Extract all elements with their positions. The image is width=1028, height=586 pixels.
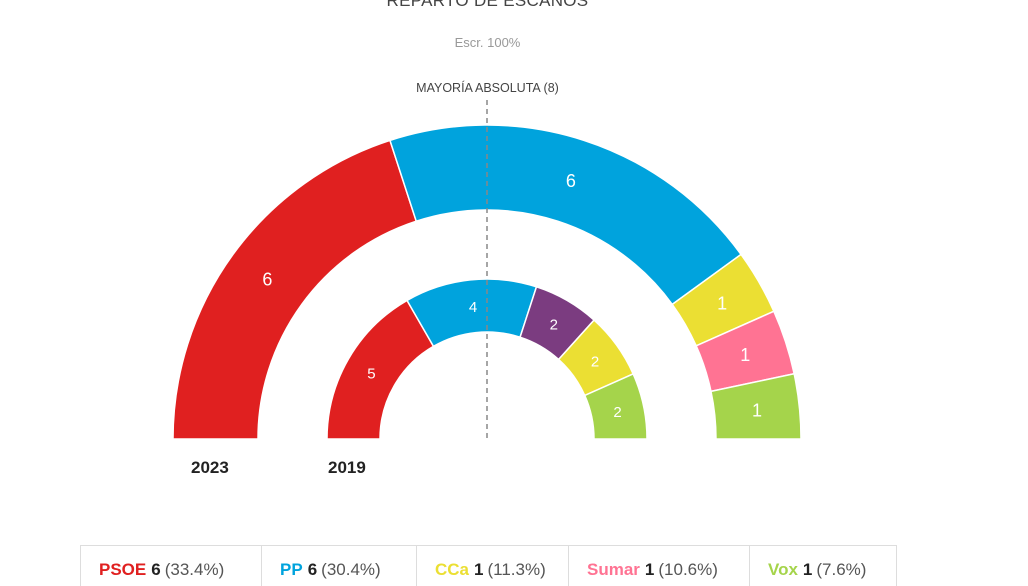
results-legend: PSOE 6 (33.4%) PP 6 (30.4%) CCa 1 (11.3%) Suma… bbox=[80, 545, 897, 586]
legend-item-cca: CCa 1 (11.3%) bbox=[417, 546, 569, 586]
seat-count: 6 bbox=[307, 560, 318, 579]
legend-item-psoe: PSOE 6 (33.4%) bbox=[81, 546, 262, 586]
vote-pct: (11.3%) bbox=[487, 560, 546, 579]
legend-item-sumar: Sumar 1 (10.6%) bbox=[569, 546, 750, 586]
seat-count: 6 bbox=[151, 560, 161, 579]
seat-label-2019-4: 2 bbox=[613, 404, 621, 421]
chart-subtitle: Escr. 100% bbox=[454, 35, 521, 50]
seat-segment-2019-4 bbox=[583, 372, 648, 440]
party-name: CCa bbox=[435, 560, 470, 579]
seat-label-2023-1: 6 bbox=[566, 171, 576, 191]
vote-pct: (10.6%) bbox=[658, 560, 718, 579]
seat-count: 1 bbox=[802, 560, 813, 579]
party-name: Vox bbox=[768, 560, 798, 579]
year-label-2019: 2019 bbox=[328, 458, 366, 477]
party-name: Sumar bbox=[587, 560, 640, 579]
seat-label-2019-2: 2 bbox=[550, 316, 558, 333]
year-label-2023: 2023 bbox=[191, 458, 229, 477]
seat-segment-2019-0 bbox=[326, 299, 435, 440]
seat-segment-2023-4 bbox=[710, 372, 802, 440]
legend-item-pp: PP 6 (30.4%) bbox=[262, 546, 417, 586]
legend-item-vox: Vox 1 (7.6%) bbox=[750, 546, 896, 586]
majority-label: MAYORÍA ABSOLUTA (8) bbox=[416, 81, 559, 95]
seat-label-2023-3: 1 bbox=[740, 345, 750, 365]
seat-label-2019-1: 4 bbox=[469, 299, 477, 316]
vote-pct: (7.6%) bbox=[816, 560, 867, 579]
seat-count: 1 bbox=[474, 560, 484, 579]
seat-label-2019-3: 2 bbox=[591, 354, 599, 371]
seat-segment-2023-1 bbox=[389, 124, 743, 306]
seat-label-2023-2: 1 bbox=[717, 293, 727, 313]
seat-label-2023-4: 1 bbox=[752, 401, 762, 421]
chart-title: REPARTO DE ESCAÑOS bbox=[386, 0, 589, 10]
vote-pct: (30.4%) bbox=[321, 560, 381, 579]
vote-pct: (33.4%) bbox=[164, 560, 225, 579]
hemicycle-chart: 6 6 1 1 1 5 4 2 2 2 bbox=[172, 100, 802, 440]
seat-count: 1 bbox=[644, 560, 655, 579]
party-name: PP bbox=[280, 560, 303, 579]
seat-label-2023-0: 6 bbox=[262, 269, 272, 289]
seat-label-2019-0: 5 bbox=[367, 365, 375, 382]
party-name: PSOE bbox=[99, 560, 147, 579]
